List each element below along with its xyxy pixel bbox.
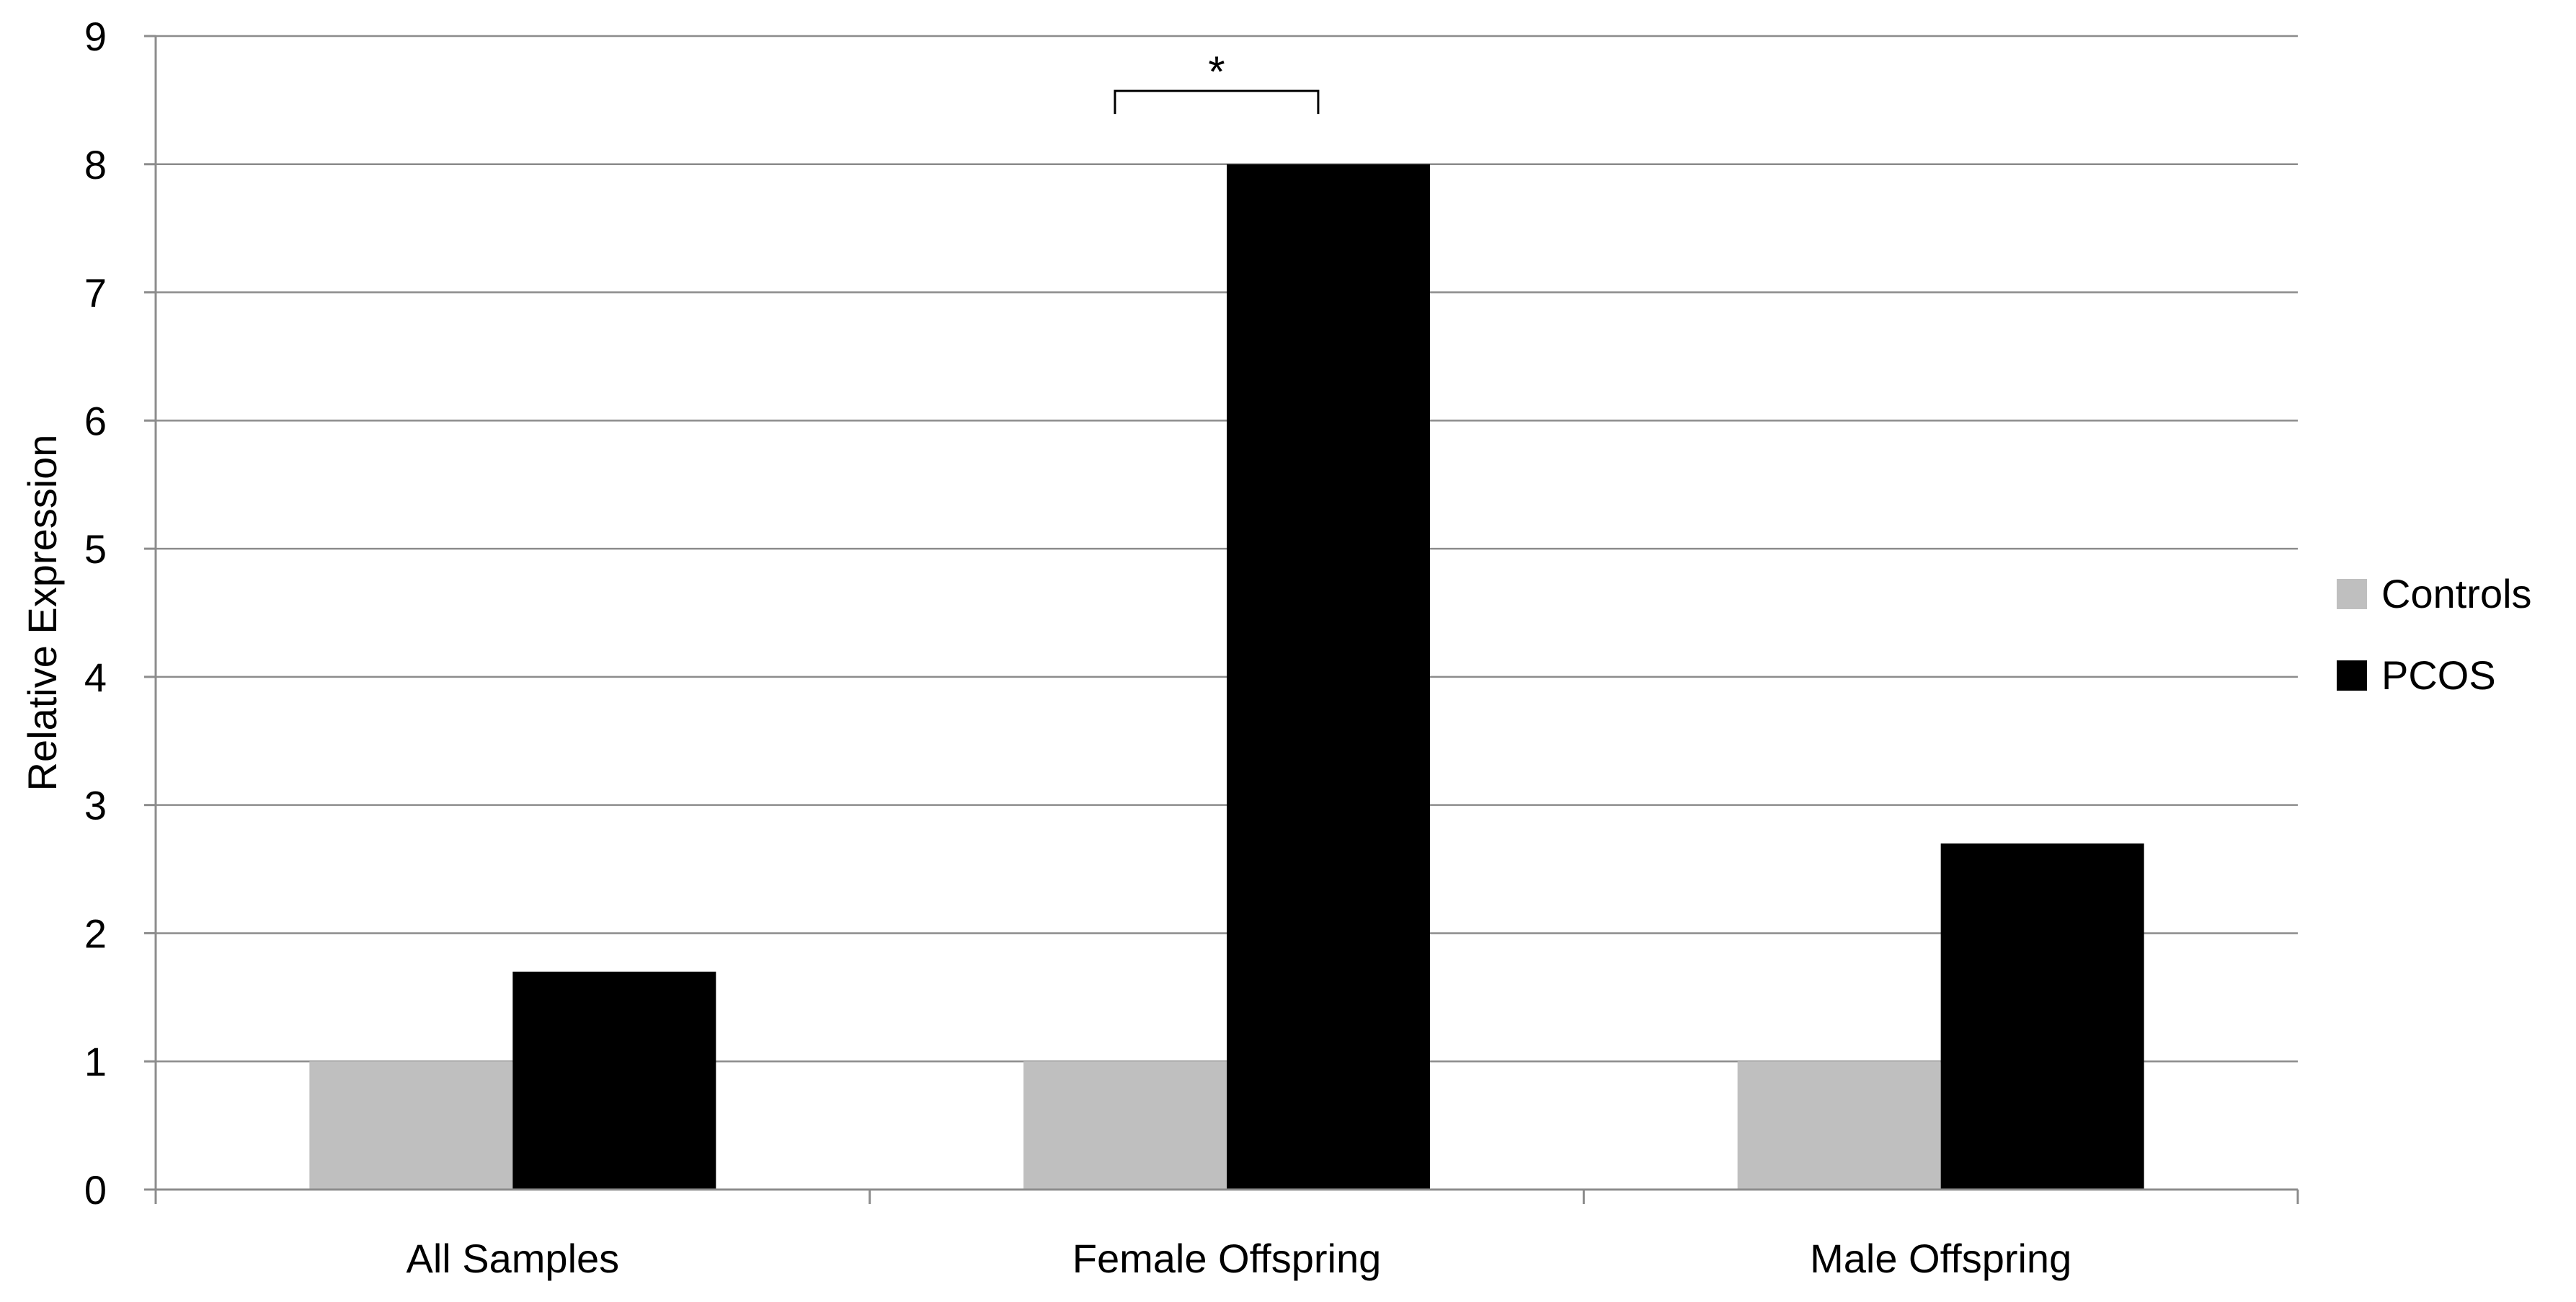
bar-pcos-0 [512, 971, 716, 1190]
y-tick-label-9: 9 [84, 14, 107, 59]
y-tick-label-7: 7 [84, 270, 107, 316]
y-tick-label-1: 1 [84, 1039, 107, 1084]
bar-pcos-2 [1940, 843, 2144, 1190]
y-tick-labels: 0 1 2 3 4 5 6 7 8 9 [84, 14, 107, 1213]
x-category-label-0: All Samples [406, 1236, 619, 1281]
significance-bracket-0 [1114, 89, 1320, 115]
y-tick-label-0: 0 [84, 1167, 107, 1213]
x-category-label-1: Female Offspring [1072, 1236, 1381, 1281]
significance-annotations: * [1114, 48, 1320, 115]
legend-swatch-pcos [2337, 660, 2367, 691]
y-tick-label-6: 6 [84, 398, 107, 443]
y-tick-label-2: 2 [84, 911, 107, 956]
legend-label-pcos: PCOS [2381, 652, 2496, 698]
legend-label-controls: Controls [2381, 571, 2532, 616]
axes [144, 35, 2299, 1204]
bar-controls-0 [309, 1061, 513, 1190]
bars [309, 164, 2144, 1190]
y-axis-title: Relative Expression [19, 435, 65, 792]
bar-controls-1 [1023, 1061, 1227, 1190]
y-tick-label-8: 8 [84, 142, 107, 187]
legend: Controls PCOS [2337, 571, 2532, 698]
y-tick-label-3: 3 [84, 783, 107, 828]
bar-controls-2 [1737, 1061, 1941, 1190]
y-tick-label-5: 5 [84, 526, 107, 572]
y-tick-label-4: 4 [84, 655, 107, 700]
legend-swatch-controls [2337, 579, 2367, 609]
x-category-labels: All Samples Female Offspring Male Offsprin… [406, 1236, 2071, 1281]
x-category-label-2: Male Offspring [1810, 1236, 2071, 1281]
bar-pcos-1 [1227, 164, 1430, 1190]
significance-star-0: * [1208, 48, 1225, 96]
